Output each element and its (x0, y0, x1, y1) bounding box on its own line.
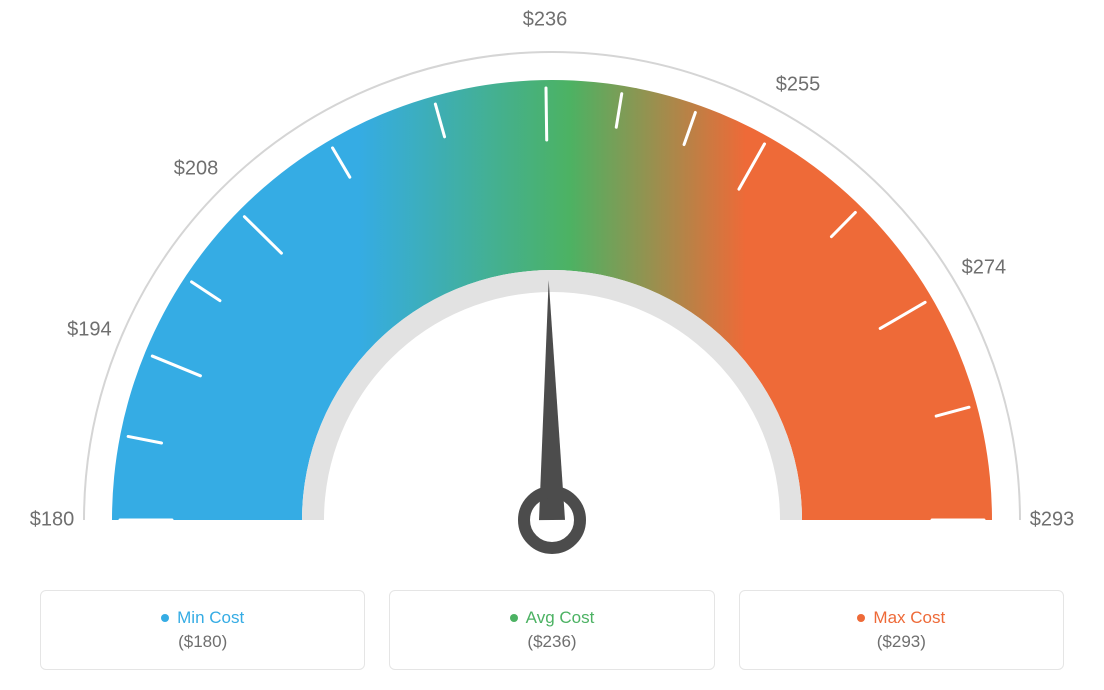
gauge-tick-label: $180 (30, 509, 75, 532)
gauge-tick-label: $274 (962, 256, 1007, 279)
legend-avg-dot (510, 614, 518, 622)
legend-min-title-row: Min Cost (161, 608, 244, 628)
gauge-tick-major (546, 88, 547, 140)
gauge-svg (0, 0, 1104, 560)
legend-max-card: Max Cost ($293) (739, 590, 1064, 670)
legend-max-title: Max Cost (873, 608, 945, 628)
legend-min-title: Min Cost (177, 608, 244, 628)
gauge-tick-label: $255 (776, 73, 821, 96)
gauge-tick-label: $208 (174, 157, 219, 180)
legend-max-dot (857, 614, 865, 622)
legend-row: Min Cost ($180) Avg Cost ($236) Max Cost… (40, 590, 1064, 670)
gauge-tick-label: $293 (1030, 509, 1075, 532)
legend-min-value: ($180) (178, 632, 227, 652)
legend-avg-card: Avg Cost ($236) (389, 590, 714, 670)
gauge-tick-label: $194 (67, 319, 112, 342)
legend-avg-title-row: Avg Cost (510, 608, 595, 628)
legend-max-title-row: Max Cost (857, 608, 945, 628)
cost-gauge: $180 $194 $208 $236 $255 $274 $293 (0, 0, 1104, 560)
legend-avg-title: Avg Cost (526, 608, 595, 628)
legend-max-value: ($293) (877, 632, 926, 652)
legend-avg-value: ($236) (527, 632, 576, 652)
legend-min-dot (161, 614, 169, 622)
gauge-needle (539, 280, 565, 520)
legend-min-card: Min Cost ($180) (40, 590, 365, 670)
gauge-tick-label: $236 (523, 9, 568, 32)
